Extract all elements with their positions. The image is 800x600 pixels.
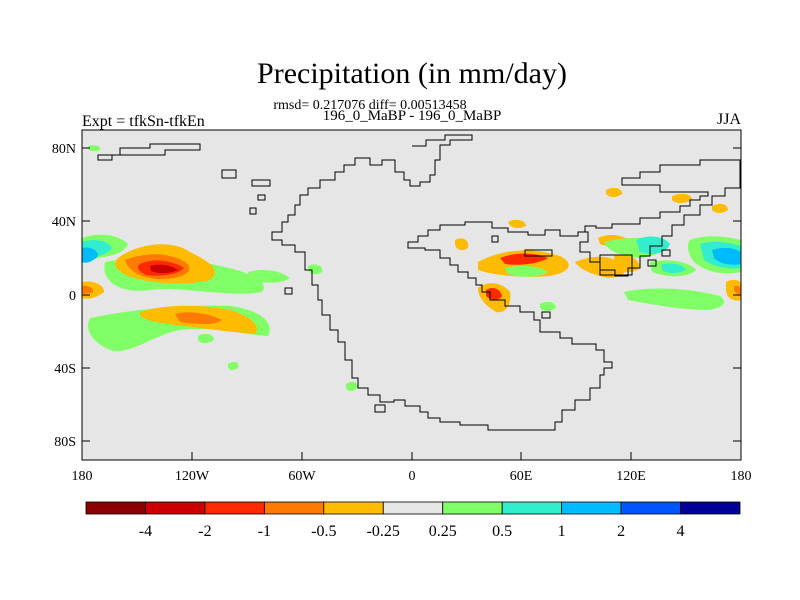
coastline-island-2 — [251, 179, 271, 187]
contour-westedge-darkorange — [82, 285, 94, 294]
contour-southpac-green — [228, 361, 239, 371]
anomaly-shading — [82, 145, 741, 391]
y-tick-label: 80N — [52, 142, 76, 157]
contour-pacific-darkred — [150, 264, 178, 274]
colorbar-label: -2 — [198, 523, 211, 540]
x-tick-label: 60W — [288, 469, 316, 484]
figure-title: Precipitation (in mm/day) — [257, 57, 567, 90]
colorbar-label: -1 — [258, 523, 271, 540]
contour-wpac-cyan-2 — [662, 263, 686, 273]
coastline-island-12 — [599, 254, 633, 276]
colorbar-label: -0.25 — [367, 523, 400, 540]
contour-spcz-west-green — [624, 288, 724, 310]
colorbar: -4 -2 -1 -0.5 -0.25 0.25 0.5 1 2 4 — [85, 501, 741, 540]
colorbar-label: -0.5 — [311, 523, 336, 540]
map-panel: 80N 40N 0 40S 80S 180 120W 60W 0 60E 120… — [52, 129, 752, 484]
contour-siberia-orange — [606, 187, 622, 197]
colorbar-swatch — [85, 501, 146, 515]
colorbar-swatch — [501, 501, 563, 515]
colorbar-label: 0.25 — [429, 523, 457, 540]
coastline-island-8 — [524, 249, 553, 257]
contour-eastedge-red — [734, 285, 741, 295]
contour-npac-orange — [672, 193, 692, 203]
colorbar-swatch — [382, 501, 444, 515]
colorbar-swatch — [323, 501, 384, 515]
colorbar-label: 1 — [558, 523, 566, 540]
y-tick-label: 0 — [69, 289, 76, 304]
colorbar-label: 0.5 — [492, 523, 512, 540]
x-tick-label: 180 — [72, 469, 93, 484]
colorbar-swatch — [145, 501, 206, 515]
x-tick-labels: 180 120W 60W 0 60E 120E 180 — [72, 469, 752, 484]
case-line: 196_0_MaBP - 196_0_MaBP — [323, 108, 502, 124]
contour-arctic-green — [88, 145, 101, 152]
x-tick-label: 0 — [409, 469, 416, 484]
y-tick-labels: 80N 40N 0 40S 80S — [52, 142, 76, 450]
y-tick-label: 40S — [54, 362, 76, 377]
stats-line: rmsd= 0.217076 diff= 0.00513458 — [273, 98, 466, 113]
coastline-island-9 — [647, 259, 657, 267]
x-tick-label: 120E — [616, 469, 646, 484]
contour-westedge-orange — [82, 281, 104, 299]
x-tick-label: 180 — [731, 469, 752, 484]
colorbar-swatch — [561, 501, 622, 515]
coastline-island-3 — [257, 194, 266, 201]
colorbar-label: 2 — [617, 523, 625, 540]
contour-atl-green — [346, 381, 358, 391]
contour-spcz-orange-2 — [175, 312, 222, 324]
x-axis — [81, 452, 742, 460]
contour-sahara-orange — [455, 238, 469, 251]
expt-label: Expt = tfkSn-tfkEn — [82, 113, 205, 130]
contour-africa-green — [505, 265, 548, 277]
coastline-continent-main — [271, 134, 741, 431]
contour-westedge-blue — [82, 247, 98, 263]
season-label: JJA — [717, 111, 741, 128]
colorbar-swatch — [204, 501, 265, 515]
coastline-island-1 — [221, 169, 237, 179]
contour-nam-green — [248, 270, 290, 283]
coastline-island-11 — [541, 311, 551, 319]
colorbar-label: 4 — [677, 523, 685, 540]
coastline-island-5 — [284, 287, 293, 295]
coastline-island-6 — [374, 404, 386, 413]
contour-japan-orange — [712, 203, 728, 213]
y-tick-label: 80S — [54, 435, 76, 450]
contour-spac-green — [198, 333, 214, 343]
contour-sio-green — [540, 301, 556, 311]
coastline-continent-west — [97, 143, 201, 161]
coastlines — [97, 134, 741, 431]
colorbar-swatch — [442, 501, 503, 515]
x-tick-label: 60E — [510, 469, 533, 484]
coastline-island-10 — [661, 249, 671, 257]
colorbar-swatch — [620, 501, 681, 515]
coastline-island-7 — [491, 235, 499, 243]
y-tick-label: 40N — [52, 215, 76, 230]
contour-arabia-orange — [508, 219, 526, 229]
x-tick-label: 120W — [175, 469, 210, 484]
colorbar-swatch — [263, 501, 325, 515]
y-axis — [82, 147, 741, 442]
colorbar-label: -4 — [139, 523, 152, 540]
coastline-island-4 — [249, 207, 257, 215]
colorbar-swatch — [680, 501, 741, 515]
contour-eastedge-blue — [712, 247, 741, 265]
